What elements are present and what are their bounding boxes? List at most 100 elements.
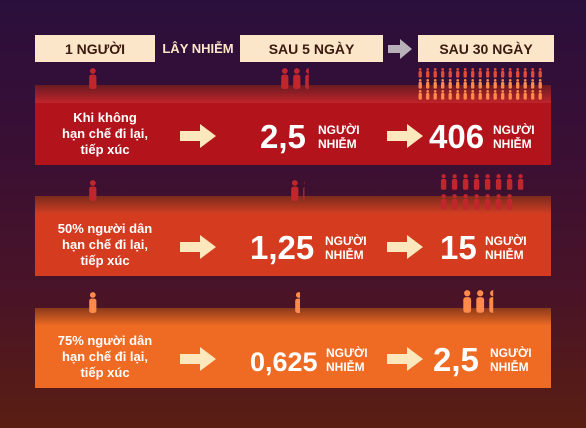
person-icon <box>516 79 520 89</box>
person-icon <box>523 68 527 78</box>
person-icon <box>478 68 482 78</box>
arrow-right-icon <box>180 124 216 148</box>
person-icon <box>538 68 542 78</box>
person-icon <box>291 180 299 201</box>
row-3-day5-value: 0,625 <box>250 347 318 377</box>
person-icon <box>89 292 97 313</box>
person-icon <box>506 194 513 210</box>
person-icon <box>473 174 480 190</box>
person-icon <box>516 90 520 100</box>
person-icon <box>456 90 460 100</box>
row-3-label-line-2: hạn chế đi lại, <box>62 349 148 364</box>
person-icon <box>456 79 460 89</box>
person-icon <box>456 68 460 78</box>
row-3-day30-value: 2,5 <box>433 341 479 378</box>
row-2-day5-unit: NGƯỜI NHIỄM <box>325 234 367 262</box>
row-1-label-line-2: hạn chế đi lại, <box>62 126 148 141</box>
row-1-day5-value: 2,5 <box>260 118 306 155</box>
person-icon <box>538 90 542 100</box>
person-icon <box>506 174 513 190</box>
person-icon <box>281 68 289 89</box>
person-icon <box>493 79 497 89</box>
person-icon <box>486 79 490 89</box>
person-icon <box>418 68 422 78</box>
person-icon <box>486 68 490 78</box>
person-icon <box>538 79 542 89</box>
header-after-30-days: SAU 30 NGÀY <box>418 35 554 62</box>
person-icon <box>531 68 535 78</box>
unit-line-1: NGƯỜI <box>485 234 527 248</box>
row-1-label-line-1: Khi không <box>73 110 137 125</box>
arrow-right-icon <box>387 124 423 148</box>
person-icon <box>493 90 497 100</box>
person-icon <box>293 68 301 89</box>
row-1-day30-value: 406 <box>429 118 485 155</box>
header-after-5-days: SAU 5 NGÀY <box>240 35 383 62</box>
unit-line-2: NHIỄM <box>326 360 365 374</box>
header-infected: LÂY NHIỄM <box>162 41 234 56</box>
header-1-person: 1 NGƯỜI <box>35 35 155 62</box>
row-2-label-line-2: hạn chế đi lại, <box>62 237 148 252</box>
person-icon <box>441 68 445 78</box>
person-icon <box>478 79 482 89</box>
row-2-label: 50% người dân hạn chế đi lại, tiếp xúc <box>35 214 175 276</box>
person-icon <box>523 79 527 89</box>
arrow-right-icon <box>180 235 216 259</box>
person-icon <box>484 194 491 210</box>
person-icon <box>531 79 535 89</box>
person-icon <box>531 90 535 100</box>
person-icon <box>448 79 452 89</box>
row-3-day5-unit: NGƯỜI NHIỄM <box>326 346 368 374</box>
person-icon <box>478 90 482 100</box>
person-icon <box>495 194 502 210</box>
person-icon <box>471 68 475 78</box>
person-icon <box>489 290 494 313</box>
row-3-day5-people <box>295 292 300 313</box>
person-icon <box>516 68 520 78</box>
person-icon <box>448 90 452 100</box>
row-3-source-people <box>89 292 97 313</box>
person-icon <box>508 79 512 89</box>
person-icon <box>295 292 300 313</box>
person-icon <box>426 79 430 89</box>
row-1-source-people <box>89 68 97 89</box>
arrow-right-icon <box>388 39 412 59</box>
person-icon <box>463 90 467 100</box>
row-2-day5-value: 1,25 <box>250 229 315 266</box>
row-3-band: 75% người dân hạn chế đi lại, tiếp xúc 0… <box>35 326 551 388</box>
unit-line-1: NGƯỜI <box>325 234 367 248</box>
person-icon <box>451 174 458 190</box>
row-2-label-line-1: 50% người dân <box>57 221 153 236</box>
row-1-top-face <box>35 85 551 103</box>
person-icon <box>418 79 422 89</box>
row-3-top-face <box>35 308 551 326</box>
unit-line-1: NGƯỜI <box>318 123 360 137</box>
person-icon <box>471 90 475 100</box>
row-1-label: Khi không hạn chế đi lại, tiếp xúc <box>35 103 175 165</box>
person-icon <box>484 174 491 190</box>
row-1-label-line-3: tiếp xúc <box>80 142 130 157</box>
person-icon <box>463 68 467 78</box>
person-icon <box>433 90 437 100</box>
row-2-day30-people <box>440 174 524 210</box>
person-icon <box>433 68 437 78</box>
unit-line-2: NHIỄM <box>318 137 357 151</box>
row-1-day30-people <box>418 68 542 100</box>
person-icon <box>508 68 512 78</box>
person-icon <box>517 174 524 190</box>
row-1-day30-unit: NGƯỜI NHIỄM <box>493 123 535 151</box>
unit-line-1: NGƯỜI <box>490 346 532 360</box>
person-icon <box>433 79 437 89</box>
arrow-right-icon <box>387 347 423 371</box>
person-icon <box>508 90 512 100</box>
person-icon <box>495 174 502 190</box>
person-icon <box>486 90 490 100</box>
person-icon <box>440 174 447 190</box>
person-icon <box>303 181 305 201</box>
row-3-day30-unit: NGƯỜI NHIỄM <box>490 346 532 374</box>
person-icon <box>426 90 430 100</box>
row-2-day30-unit: NGƯỜI NHIỄM <box>485 234 527 262</box>
person-icon <box>448 68 452 78</box>
person-icon <box>426 68 430 78</box>
person-icon <box>463 290 472 313</box>
